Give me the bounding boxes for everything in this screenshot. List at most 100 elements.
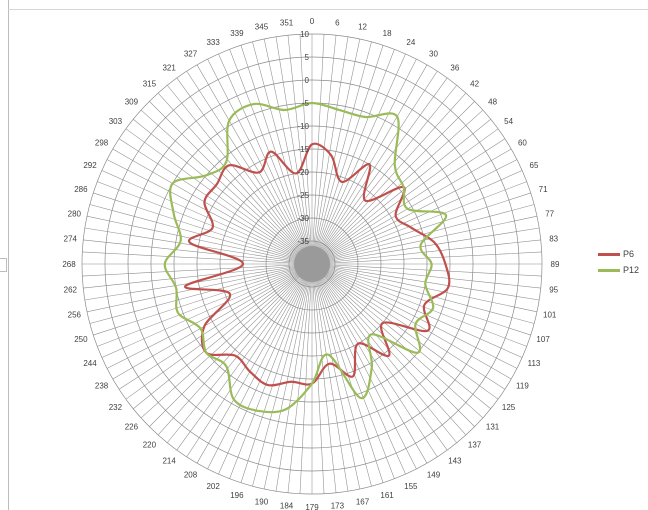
grid-spoke xyxy=(311,192,531,265)
legend-item-p6: P6 xyxy=(598,246,648,262)
legend-label-p6: P6 xyxy=(623,249,635,259)
radial-tick--5: -5 xyxy=(302,99,310,108)
angle-label-161: 161 xyxy=(380,491,394,500)
radial-tick--10: -10 xyxy=(297,122,309,131)
left-panel-tab xyxy=(0,258,7,272)
grid-spoke xyxy=(311,148,512,265)
grid-spoke xyxy=(89,263,313,324)
grid-spoke xyxy=(311,263,438,458)
center-hub xyxy=(294,246,330,282)
angle-label-339: 339 xyxy=(230,29,244,38)
angle-label-36: 36 xyxy=(450,63,459,72)
grid-spoke xyxy=(311,263,512,380)
grid-spoke xyxy=(311,159,518,265)
grid-spoke xyxy=(118,263,313,390)
angle-label-202: 202 xyxy=(206,482,220,491)
angle-label-167: 167 xyxy=(356,498,370,507)
angle-label-208: 208 xyxy=(184,470,198,479)
grid-spoke xyxy=(133,263,313,409)
angle-label-351: 351 xyxy=(280,18,294,27)
grid-spoke xyxy=(112,263,313,380)
grid-spoke xyxy=(311,263,428,464)
grid-spoke xyxy=(311,92,467,265)
grid-spoke xyxy=(229,263,313,479)
angle-label-42: 42 xyxy=(470,79,479,88)
grid-spoke xyxy=(140,263,313,419)
grid-spoke xyxy=(311,263,395,479)
grid-spoke xyxy=(140,109,313,265)
angle-label-274: 274 xyxy=(64,235,78,244)
grid-spoke xyxy=(311,36,349,265)
grid-spoke xyxy=(167,85,313,265)
grid-spoke xyxy=(311,263,349,492)
grid-spoke xyxy=(218,263,313,475)
legend-swatch-p12 xyxy=(598,268,620,272)
angle-label-12: 12 xyxy=(358,22,367,31)
radial-tick--30: -30 xyxy=(297,214,309,223)
grid-spoke xyxy=(93,192,313,265)
angle-label-18: 18 xyxy=(383,29,392,38)
grid-spoke xyxy=(86,215,313,265)
grid-spoke xyxy=(311,35,337,265)
grid-spoke xyxy=(311,181,527,265)
angle-label-65: 65 xyxy=(530,161,539,170)
grid-spoke xyxy=(118,138,313,265)
angle-labels: 0 6 12 18 24 30 36 42 48 54 60 65 71 77 83 89 95 101 107 11… xyxy=(62,17,560,510)
radial-tick-labels: 10 5 0 -5 -10 -15 -20 -25 -30 -35 xyxy=(297,30,309,246)
angle-label-268: 268 xyxy=(62,260,76,269)
series-lines xyxy=(163,101,451,414)
grid-spoke xyxy=(196,263,313,464)
angle-label-77: 77 xyxy=(545,209,554,218)
grid-spoke xyxy=(275,36,313,265)
radar-grid xyxy=(81,33,543,495)
grid-spoke xyxy=(311,119,491,265)
grid-spoke xyxy=(311,170,523,265)
grid-spoke xyxy=(133,119,313,265)
grid-spoke xyxy=(287,35,313,265)
angle-label-48: 48 xyxy=(488,97,497,106)
radial-tick--20: -20 xyxy=(297,168,309,177)
grid-spoke xyxy=(311,70,438,265)
grid-spoke xyxy=(311,263,531,336)
grid-spoke xyxy=(311,263,523,358)
grid-spoke xyxy=(196,64,313,265)
angle-label-137: 137 xyxy=(468,441,482,450)
grid-spoke xyxy=(207,58,313,265)
grid-spoke xyxy=(311,263,542,277)
angle-label-220: 220 xyxy=(143,441,157,450)
grid-spoke xyxy=(112,148,313,265)
grid-spoke xyxy=(311,263,538,313)
grid-spoke xyxy=(240,263,313,483)
angle-label-6: 6 xyxy=(335,18,340,27)
chart-left-border xyxy=(8,0,9,510)
angle-label-184: 184 xyxy=(280,502,294,510)
grid-spoke xyxy=(311,263,527,347)
grid-spoke xyxy=(157,92,313,265)
angle-label-262: 262 xyxy=(64,285,78,294)
angle-label-250: 250 xyxy=(74,335,88,344)
legend-item-p12: P12 xyxy=(598,262,648,278)
grid-spoke xyxy=(311,227,540,265)
angle-label-333: 333 xyxy=(206,38,220,47)
angle-label-196: 196 xyxy=(230,491,244,500)
angle-label-256: 256 xyxy=(68,311,82,320)
grid-spoke xyxy=(252,263,313,487)
angle-label-286: 286 xyxy=(74,185,88,194)
grid-spoke xyxy=(229,49,313,265)
angle-label-30: 30 xyxy=(429,50,438,59)
angle-label-280: 280 xyxy=(68,209,82,218)
grid-spoke xyxy=(311,77,448,265)
grid-spoke xyxy=(311,45,384,265)
radial-tick--25: -25 xyxy=(297,191,309,200)
angle-label-24: 24 xyxy=(406,38,415,47)
grid-spoke xyxy=(311,85,457,265)
angle-label-309: 309 xyxy=(125,97,139,106)
grid-spoke xyxy=(311,58,417,265)
angle-label-303: 303 xyxy=(109,117,123,126)
angle-label-83: 83 xyxy=(549,235,558,244)
radial-tick--35: -35 xyxy=(297,237,309,246)
angle-label-292: 292 xyxy=(83,161,97,170)
grid-spoke xyxy=(106,159,313,265)
angle-label-327: 327 xyxy=(184,50,198,59)
